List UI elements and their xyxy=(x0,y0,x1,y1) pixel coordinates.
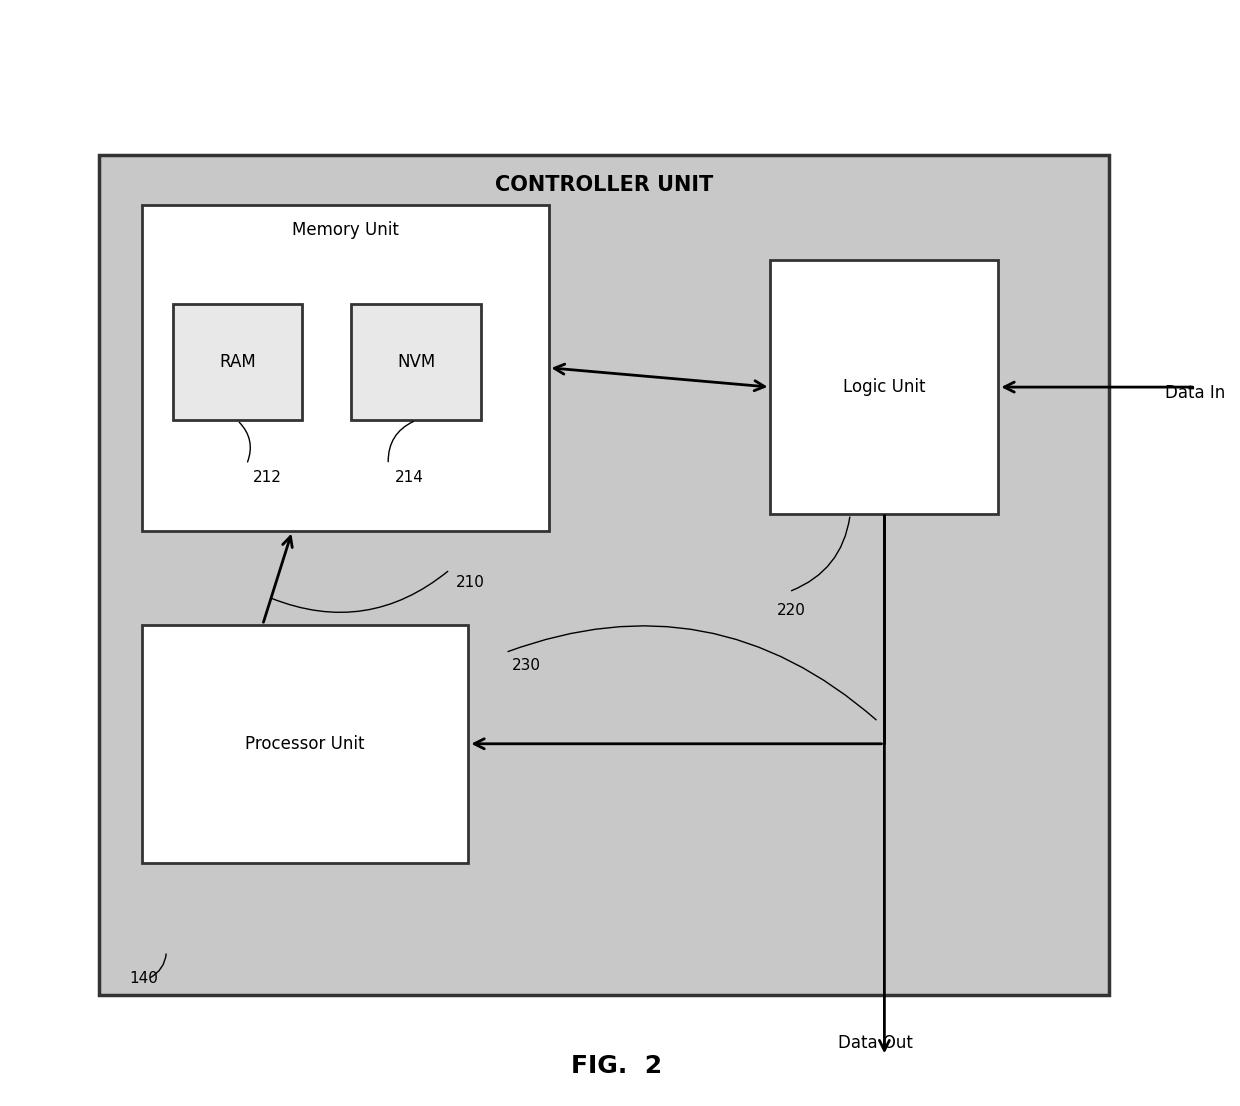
Bar xyxy=(172,304,303,420)
Bar xyxy=(141,625,469,863)
Text: Logic Unit: Logic Unit xyxy=(843,378,925,396)
Bar xyxy=(351,304,481,420)
Bar xyxy=(99,155,1110,995)
Text: Memory Unit: Memory Unit xyxy=(291,221,398,239)
Text: FIG.  2: FIG. 2 xyxy=(570,1054,662,1078)
Text: 220: 220 xyxy=(776,603,806,618)
Text: Data In: Data In xyxy=(1164,384,1225,401)
Text: 140: 140 xyxy=(129,971,159,987)
Text: RAM: RAM xyxy=(219,353,255,372)
Text: CONTROLLER UNIT: CONTROLLER UNIT xyxy=(495,175,713,195)
Text: Data Out: Data Out xyxy=(838,1034,913,1052)
Text: 210: 210 xyxy=(456,575,485,591)
Text: 230: 230 xyxy=(512,658,541,674)
Text: NVM: NVM xyxy=(397,353,435,372)
Text: Processor Unit: Processor Unit xyxy=(246,734,365,753)
Text: 212: 212 xyxy=(253,470,281,486)
Bar xyxy=(770,260,998,514)
Text: 214: 214 xyxy=(394,470,423,486)
Bar xyxy=(141,205,548,531)
